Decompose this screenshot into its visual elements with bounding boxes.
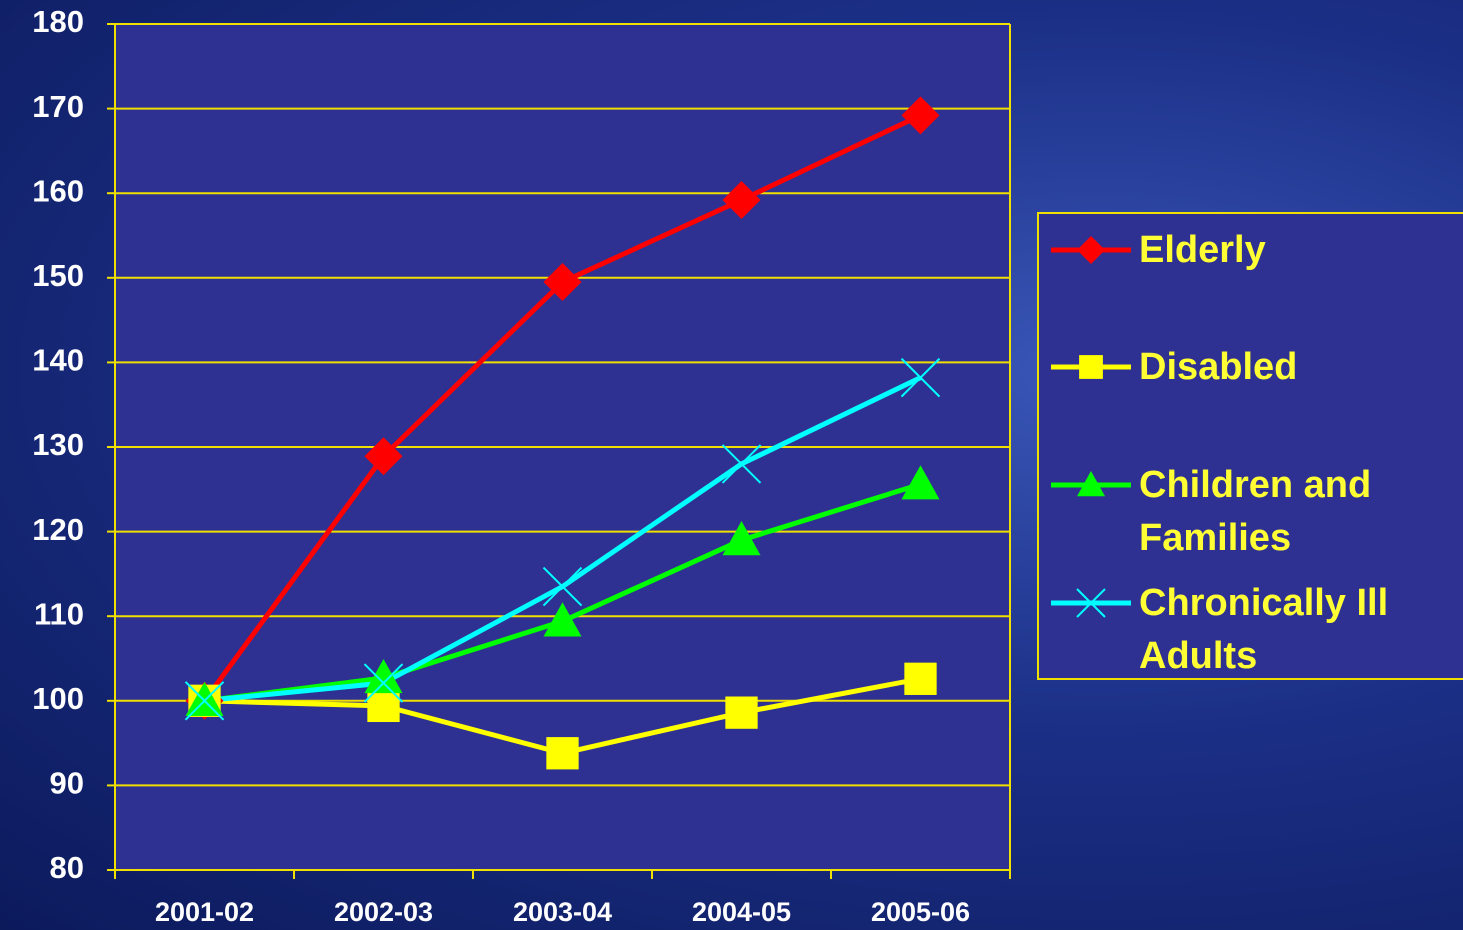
legend-icon (1051, 355, 1131, 379)
legend-icon (1051, 236, 1131, 264)
x-tick-label: 2005-06 (871, 897, 970, 927)
y-tick-label: 170 (32, 89, 84, 124)
legend-label: Elderly (1139, 229, 1266, 271)
marker (900, 357, 941, 398)
legend-entry: Chronically Ill Adults (1049, 577, 1457, 678)
marker (901, 465, 940, 500)
marker (546, 737, 579, 770)
marker (543, 602, 582, 637)
y-tick-label: 120 (32, 512, 84, 547)
marker (901, 96, 940, 135)
marker (543, 263, 582, 302)
legend-entry: Children and Families (1049, 459, 1457, 565)
legend-icon (1051, 471, 1131, 497)
marker (725, 696, 758, 729)
y-tick-label: 140 (32, 343, 84, 378)
legend-label: Disabled (1139, 346, 1298, 388)
marker (722, 521, 761, 556)
marker (364, 437, 403, 476)
legend: Elderly Disabled Children and Families Chro… (1037, 212, 1463, 680)
marker (721, 444, 762, 484)
y-tick-label: 130 (32, 427, 84, 462)
legend-entry: Elderly (1049, 224, 1457, 277)
marker (184, 681, 225, 721)
marker (904, 662, 937, 695)
y-tick-label: 160 (32, 173, 84, 208)
marker (1076, 588, 1106, 618)
legend-icon (1051, 588, 1131, 618)
y-tick-label: 100 (32, 681, 84, 716)
y-tick-label: 90 (50, 766, 84, 801)
legend-entry: Disabled (1049, 341, 1457, 394)
marker (722, 180, 761, 219)
marker (364, 658, 403, 694)
x-tick-label: 2002-03 (334, 897, 433, 927)
marker (1077, 236, 1105, 264)
marker (542, 566, 583, 607)
y-tick-label: 150 (32, 258, 84, 293)
marker (1079, 355, 1103, 379)
y-tick-label: 80 (50, 850, 84, 885)
x-tick-label: 2001-02 (155, 897, 254, 927)
marker (363, 663, 404, 703)
legend-label: Chronically Ill Adults (1139, 582, 1389, 677)
legend-label: Children and Families (1139, 464, 1372, 559)
x-tick-label: 2003-04 (513, 897, 612, 927)
x-tick-label: 2004-05 (692, 897, 791, 927)
y-tick-label: 110 (34, 596, 84, 631)
marker (185, 681, 224, 716)
marker (1077, 471, 1105, 497)
y-tick-label: 180 (32, 4, 84, 39)
